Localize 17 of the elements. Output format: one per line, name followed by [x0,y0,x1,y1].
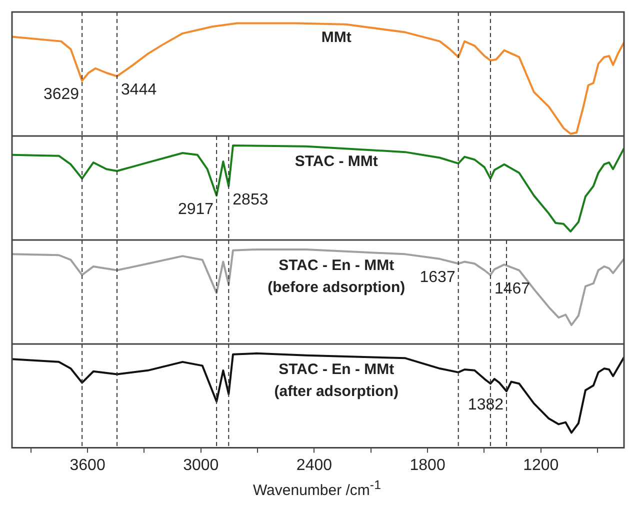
annotation: 2917 [178,200,214,218]
series-label: MMt [321,29,352,46]
x-tick-label: 1200 [523,456,559,474]
series-label: STAC - En - MMt (before adsorption) [268,257,406,296]
annotation: 1467 [494,280,530,298]
series-label: STAC - En - MMt (after adsorption) [274,361,398,400]
annotation: 1382 [468,396,504,414]
annotation: 1637 [420,269,456,286]
x-axis-title: Wavenumber /cm$^{-1}$ [252,478,382,499]
annotation: 3444 [121,82,157,99]
series-label: STAC - MMt [294,153,378,170]
x-tick-label: 1800 [410,456,446,474]
annotation: 3629 [43,86,80,104]
x-tick-label: 2400 [296,456,332,474]
x-tick-label: 3000 [183,456,219,474]
annotation: 2853 [232,192,268,209]
x-tick-label: 3600 [70,456,106,474]
